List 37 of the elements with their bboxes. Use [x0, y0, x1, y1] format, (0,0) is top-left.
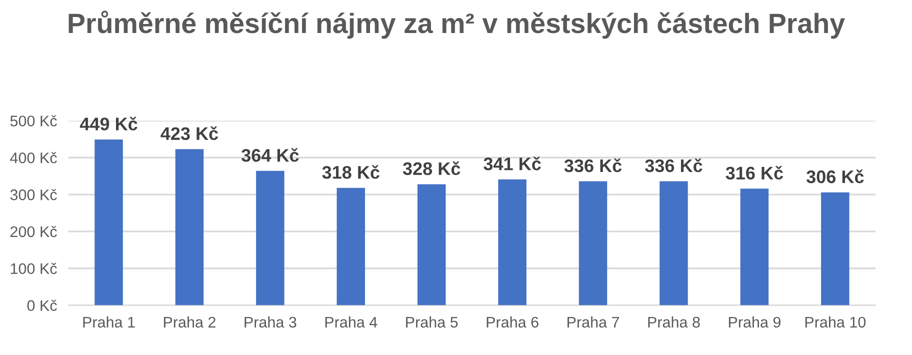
x-tick-label: Praha 6	[486, 316, 538, 328]
x-tick-label: Praha 5	[406, 316, 458, 328]
bar	[740, 188, 769, 306]
data-label: 316 Kč	[726, 166, 784, 180]
x-tick-label: Praha 10	[805, 316, 866, 328]
data-label: 306 Kč	[806, 170, 864, 184]
data-label: 328 Kč	[402, 161, 460, 176]
chart-title: Průměrné měsíční nájmy za m² v městských částech Prahy	[68, 10, 845, 39]
x-tick-label: Praha 4	[325, 316, 378, 328]
data-label: 364 Kč	[241, 148, 299, 162]
x-tick-label: Praha 7	[568, 316, 620, 328]
x-tick-label: Praha 8	[648, 316, 700, 328]
bar	[578, 181, 608, 306]
y-tick-label: 300 Kč	[10, 188, 57, 200]
bar	[498, 179, 526, 306]
y-tick-label: 500 Kč	[10, 115, 57, 126]
data-label: 423 Kč	[160, 126, 218, 140]
x-tick-label: Praha 2	[164, 316, 216, 328]
data-label: 336 Kč	[564, 158, 622, 172]
data-label: 341 Kč	[484, 156, 541, 170]
bar	[175, 149, 204, 306]
bar	[256, 170, 284, 306]
x-tick-label: Praha 9	[728, 316, 780, 328]
bar	[336, 188, 366, 306]
y-tick-label: 100 Kč	[10, 262, 57, 274]
y-tick-label: 400 Kč	[10, 152, 57, 164]
data-label: 449 Kč	[80, 116, 138, 130]
bar	[821, 192, 850, 306]
y-tick-label: 0 Kč	[27, 300, 57, 311]
x-tick-label: Praha 1	[83, 316, 135, 328]
data-label: 336 Kč	[645, 158, 702, 172]
bar	[417, 184, 446, 306]
y-tick-label: 200 Kč	[10, 226, 57, 238]
bar	[660, 181, 688, 306]
data-label: 318 Kč	[322, 165, 380, 179]
x-tick-label: Praha 3	[244, 316, 296, 328]
bar	[94, 140, 123, 306]
